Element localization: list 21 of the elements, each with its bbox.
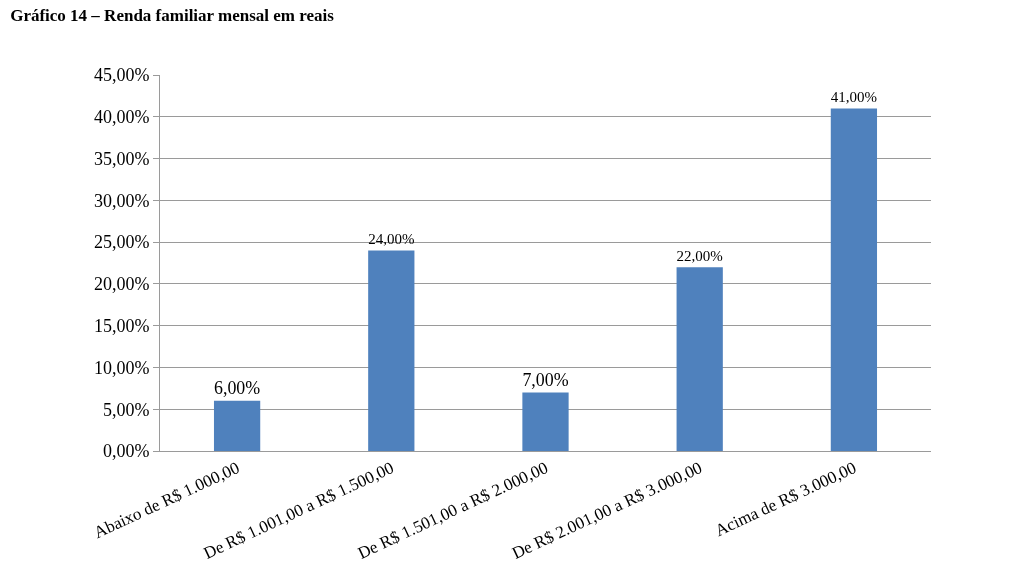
y-tick-label: 15,00% — [93, 315, 150, 336]
y-tick-label: 35,00% — [93, 148, 150, 169]
data-label: 24,00% — [368, 231, 415, 248]
y-tick-label: 30,00% — [93, 190, 150, 211]
bar — [676, 267, 723, 451]
bar — [368, 250, 415, 451]
y-tick-label: 25,00% — [93, 232, 150, 253]
bar — [522, 392, 569, 451]
y-tick-label: 0,00% — [102, 441, 150, 462]
bar — [213, 400, 261, 451]
data-label: 22,00% — [676, 247, 723, 264]
chart-title: Gráfico 14 – Renda familiar mensal em reais — [10, 5, 335, 25]
y-tick-label: 20,00% — [93, 274, 150, 295]
data-label: 41,00% — [830, 89, 878, 106]
data-label: 6,00% — [213, 377, 261, 398]
y-tick-label: 40,00% — [93, 107, 150, 128]
bar — [830, 108, 878, 451]
data-label: 7,00% — [522, 369, 569, 390]
y-tick-label: 5,00% — [102, 399, 150, 420]
y-tick-label: 45,00% — [93, 65, 150, 86]
y-tick-label: 10,00% — [93, 357, 150, 378]
